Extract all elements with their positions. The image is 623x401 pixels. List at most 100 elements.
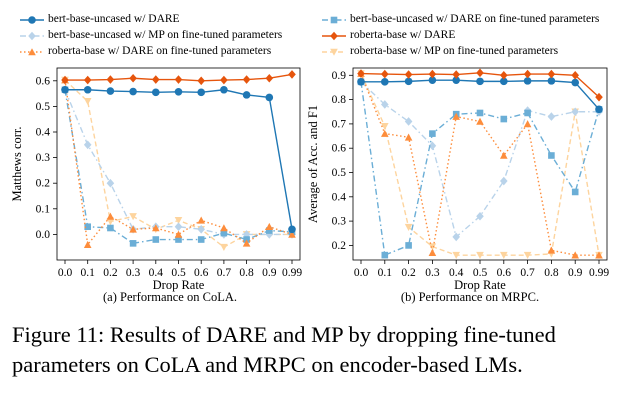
data-point <box>197 76 205 86</box>
y-axis-label: Average of Acc. and F1 <box>306 105 320 223</box>
data-point <box>571 188 579 196</box>
data-point <box>288 70 296 79</box>
data-point <box>500 70 508 80</box>
x-tick-label: 0.6 <box>497 267 512 279</box>
chart-cola: 0.0 0.1 0.2 0.3 0.4 0.5 0.6 0.0 0.1 0.2 0.3 0.4 0.5 0… <box>10 67 302 292</box>
data-point <box>197 236 205 243</box>
data-point <box>381 69 389 79</box>
series-line <box>360 73 600 256</box>
y-tick-label: 0.7 <box>332 118 347 130</box>
data-point <box>288 225 296 234</box>
data-point <box>174 217 183 225</box>
data-point <box>106 87 115 95</box>
data-point <box>476 251 484 259</box>
legend-item-bert-dare: bert-base-uncased w/ DARE <box>18 13 318 27</box>
data-point <box>452 76 461 84</box>
data-point <box>452 251 460 259</box>
x-tick-label: 0.8 <box>544 267 559 279</box>
legend-swatch <box>322 48 346 56</box>
data-point <box>452 232 460 242</box>
figure-caption: Figure 11: Results of DARE and MP by dro… <box>12 322 556 377</box>
data-point <box>220 75 228 85</box>
legend-item-bert-dare-ft: bert-base-uncased w/ DARE on fine-tuned … <box>320 13 620 27</box>
legend-item-bert-mp-ft: bert-base-uncased w/ MP on fine-tuned pa… <box>18 29 318 43</box>
data-point <box>83 85 92 94</box>
data-point <box>243 236 250 243</box>
data-point <box>595 105 603 114</box>
data-point <box>152 224 160 232</box>
legend-label: bert-base-uncased w/ DARE on fine-tuned … <box>350 13 600 25</box>
data-point <box>129 240 137 247</box>
series-roberta-mp-ft <box>357 70 603 259</box>
data-point <box>152 75 160 84</box>
data-point <box>404 70 413 79</box>
x-tick-label: 0.9 <box>568 267 583 279</box>
data-point <box>571 70 579 80</box>
y-tick-label: 0.4 <box>36 127 51 139</box>
data-point <box>404 223 413 231</box>
data-point <box>152 88 160 97</box>
y-tick-label: 0.5 <box>36 101 51 113</box>
data-point <box>357 69 365 78</box>
legend-swatch <box>20 16 44 24</box>
data-point <box>175 236 182 243</box>
series-bert-mp-ft <box>357 77 603 242</box>
x-tick-label: 0.1 <box>378 267 393 279</box>
y-axis-label: Matthews corr. <box>10 127 24 202</box>
data-point <box>197 216 205 224</box>
data-point <box>548 152 555 159</box>
y-tick-label: 0.0 <box>36 229 51 241</box>
data-point <box>547 69 556 79</box>
x-tick-label: 0.0 <box>354 267 369 279</box>
chart-mrpc: 0.2 0.3 0.4 0.5 0.6 0.7 0.8 0.9 0.0 0.1 0.2 0.3 0.4 0… <box>306 67 609 292</box>
series-bert-dare <box>61 85 296 234</box>
data-point <box>61 75 69 85</box>
data-point <box>220 85 228 94</box>
data-point <box>404 117 413 126</box>
x-tick-label: 0.9 <box>262 267 277 279</box>
data-point <box>500 77 508 86</box>
y-tick-label: 0.1 <box>36 203 51 215</box>
data-point <box>428 69 437 79</box>
data-point <box>83 240 92 248</box>
data-point <box>242 239 251 247</box>
data-point <box>197 224 205 234</box>
data-point <box>106 75 115 84</box>
data-point <box>595 251 603 259</box>
charts-area: 0.00.10.20.30.40.50.60.0 0.1 0.2 0.3 0.4 0.5 0… <box>10 67 609 292</box>
data-point <box>404 133 413 141</box>
data-point <box>83 97 92 106</box>
y-tick-label: 0.3 <box>332 216 347 228</box>
series-roberta-dare <box>357 68 603 102</box>
data-point <box>220 243 228 251</box>
data-point <box>476 77 484 86</box>
data-point <box>265 93 274 102</box>
data-point <box>547 77 556 85</box>
y-tick-label: 0.3 <box>36 152 51 164</box>
series-bert-mp-ft <box>61 85 296 239</box>
legend-marker <box>330 31 338 41</box>
data-point <box>220 224 228 232</box>
data-point <box>265 222 274 231</box>
legend-marker <box>330 48 338 56</box>
data-point <box>106 218 115 226</box>
x-tick-label: 0.7 <box>217 267 232 279</box>
subcaption-mrpc: (b) Performance on MRPC. <box>400 290 540 304</box>
legend-swatch <box>322 16 346 24</box>
data-point <box>523 120 532 128</box>
series-bert-dare-ft <box>357 78 603 259</box>
x-tick-label: 0.8 <box>239 267 254 279</box>
x-axis-label: Drop Rate <box>153 278 205 292</box>
x-tick-label: 0.3 <box>425 267 440 279</box>
x-tick-label: 0.99 <box>282 267 302 279</box>
data-point <box>500 176 508 186</box>
y-tick-label: 0.9 <box>332 70 347 82</box>
data-point <box>220 229 228 237</box>
series-roberta-dare <box>61 70 296 86</box>
data-point <box>381 78 389 86</box>
data-point <box>500 115 508 123</box>
legend-item-roberta-mp-ft: roberta-base w/ MP on fine-tuned paramet… <box>320 45 620 59</box>
data-point <box>571 107 579 117</box>
data-point <box>428 248 437 257</box>
series-line <box>360 81 600 257</box>
